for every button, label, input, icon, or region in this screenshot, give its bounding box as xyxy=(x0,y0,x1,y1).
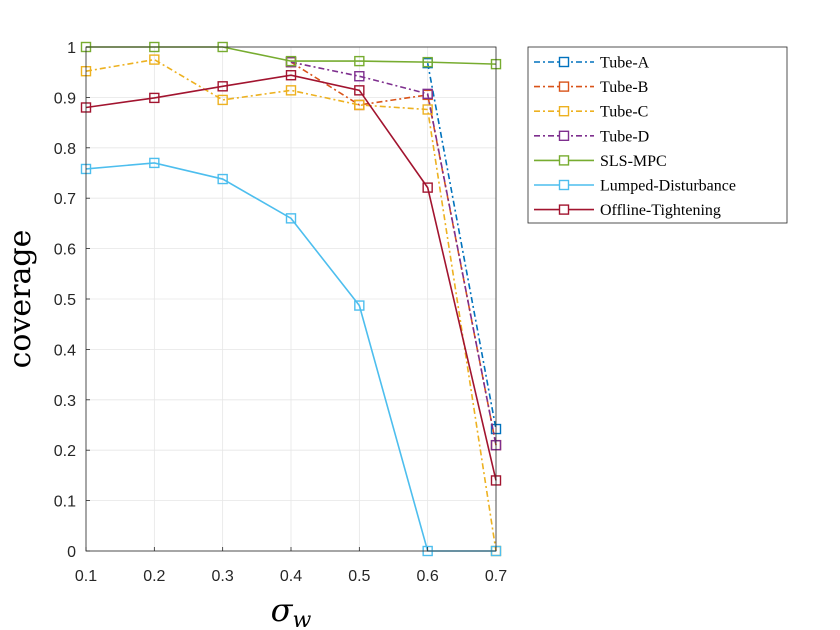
legend-item: Tube-D xyxy=(534,128,649,145)
legend-item: Tube-C xyxy=(534,104,648,121)
series-line xyxy=(85,74,497,481)
x-tick-labels: 0.1 0.2 0.3 0.4 0.5 0.6 0.7 xyxy=(75,547,507,585)
x-tick-label: 0.2 xyxy=(143,568,165,585)
legend-item: Tube-A xyxy=(534,55,650,72)
legend-marker xyxy=(558,81,570,92)
series-offline-tightening xyxy=(80,70,502,486)
x-tick-label: 0.3 xyxy=(212,568,234,585)
data-point-marker xyxy=(354,85,365,96)
legend-marker xyxy=(558,155,570,166)
legend-marker xyxy=(558,56,570,68)
data-point-marker xyxy=(217,173,228,185)
x-tick-label: 0.4 xyxy=(280,568,302,585)
data-point-marker xyxy=(354,71,365,82)
y-tick-label: 0.8 xyxy=(54,141,76,158)
data-point-marker xyxy=(422,182,433,193)
legend-label: Tube-C xyxy=(600,104,648,121)
legend-marker xyxy=(558,204,570,215)
legend: Tube-A Tube-B Tube-C Tube-D SLS-MPC Lumped-Di… xyxy=(527,46,788,224)
legend-label: SLS-MPC xyxy=(600,153,667,170)
y-tick-label: 1 xyxy=(67,40,76,57)
legend-label: Offline-Tightening xyxy=(600,202,721,219)
data-point-marker xyxy=(217,94,228,106)
y-tick-label: 0.9 xyxy=(54,90,76,107)
y-tick-label: 0 xyxy=(67,544,76,561)
y-tick-label: 0.1 xyxy=(54,494,76,511)
y-tick-label: 0.4 xyxy=(54,342,76,359)
series-line xyxy=(426,62,497,430)
legend-label: Tube-B xyxy=(600,79,648,96)
legend-label: Tube-A xyxy=(600,55,650,72)
data-point-marker xyxy=(354,300,365,311)
x-axis-title: σw xyxy=(271,591,312,630)
y-tick-label: 0.2 xyxy=(54,443,76,460)
y-tick-label: 0.3 xyxy=(54,393,76,410)
x-tick-label: 0.6 xyxy=(417,568,439,585)
y-tick-label: 0.6 xyxy=(54,242,76,259)
legend-item: Tube-B xyxy=(534,79,648,96)
legend-item: SLS-MPC xyxy=(534,153,667,170)
data-point-marker xyxy=(285,213,297,224)
data-point-marker xyxy=(422,88,433,100)
legend-marker xyxy=(558,130,570,142)
legend-label: Lumped-Disturbance xyxy=(600,178,736,195)
x-tick-label: 0.7 xyxy=(485,568,507,585)
data-point-marker xyxy=(149,157,160,169)
x-tick-label: 0.1 xyxy=(75,568,97,585)
data-point-marker xyxy=(217,81,228,92)
y-axis-title: coverage xyxy=(3,230,38,369)
series-line xyxy=(290,61,497,446)
data-point-marker xyxy=(354,55,365,67)
data-point-marker xyxy=(149,92,160,104)
legend-marker xyxy=(558,179,570,191)
legend-marker xyxy=(558,105,570,117)
y-tick-label: 0.7 xyxy=(54,191,76,208)
data-point-marker xyxy=(422,56,433,68)
x-tick-label: 0.5 xyxy=(348,568,370,585)
data-point-marker xyxy=(354,99,365,111)
legend-item: Offline-Tightening xyxy=(534,202,721,219)
y-tick-labels: 0 0.1 0.2 0.3 0.4 0.5 0.6 0.7 0.8 0.9 1 xyxy=(54,40,90,561)
legend-item: Lumped-Disturbance xyxy=(534,178,736,195)
data-point-marker xyxy=(285,55,297,67)
data-point-marker xyxy=(149,54,160,65)
legend-label: Tube-D xyxy=(600,128,649,145)
y-tick-label: 0.5 xyxy=(54,292,76,309)
data-point-marker xyxy=(285,85,297,96)
data-point-marker xyxy=(285,70,297,81)
data-point-marker xyxy=(422,104,433,115)
